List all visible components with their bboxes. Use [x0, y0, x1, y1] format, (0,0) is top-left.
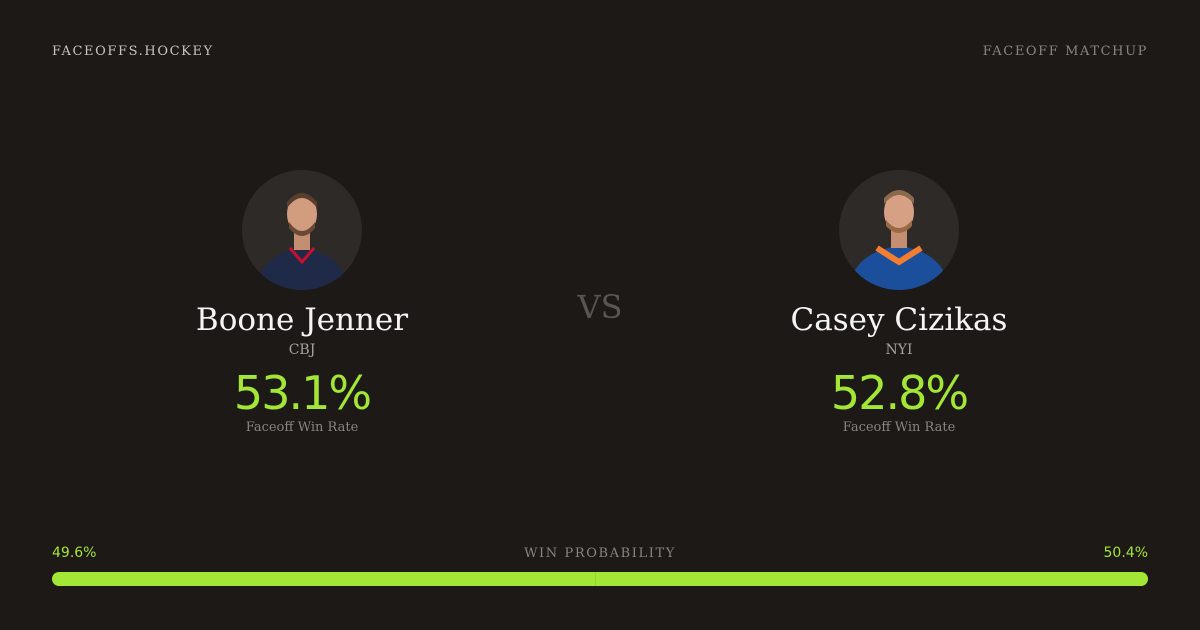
player-card: Boone Jenner CBJ 53.1% Faceoff Win Rate	[102, 170, 502, 435]
team: CBJ	[288, 342, 316, 358]
player-name: Boone Jenner	[195, 302, 409, 338]
bar-segments	[52, 572, 1148, 586]
probability-label: WIN PROBABILITY	[524, 546, 676, 561]
right-probability: 50.4%	[1103, 545, 1148, 561]
left-probability: 49.6%	[52, 545, 97, 561]
player-photo	[839, 170, 959, 290]
win-rate: 53.1%	[233, 366, 372, 420]
player-photo	[242, 170, 362, 290]
probability-segment	[595, 572, 1148, 586]
player-card: Casey Cizikas NYI 52.8% Faceoff Win Rate	[699, 170, 1099, 435]
versus: VS	[577, 288, 623, 326]
page-label: FACEOFF MATCHUP	[982, 44, 1148, 59]
rate-caption: Faceoff Win Rate	[245, 420, 359, 435]
rate-caption: Faceoff Win Rate	[842, 420, 956, 435]
probability-segment	[52, 572, 596, 586]
brand: FACEOFFS.HOCKEY	[52, 44, 214, 59]
team: NYI	[885, 342, 913, 358]
probability-bar	[52, 572, 1148, 586]
player-name: Casey Cizikas	[790, 302, 1008, 338]
win-rate: 52.8%	[830, 366, 969, 420]
